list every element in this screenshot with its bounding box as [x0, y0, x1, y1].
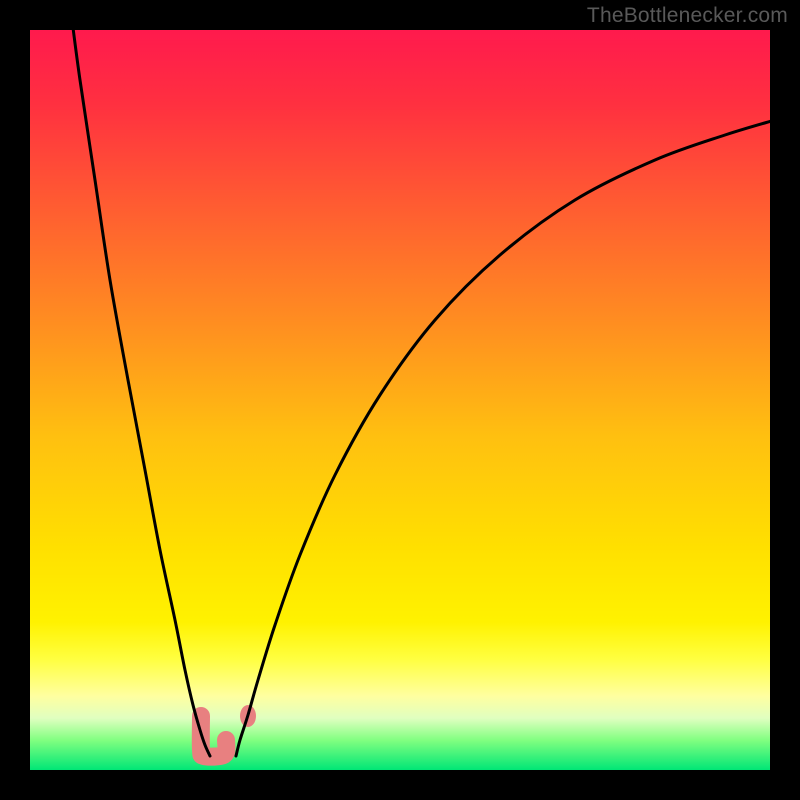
watermark-text: TheBottlenecker.com: [587, 4, 788, 28]
chart-gradient-background: [30, 30, 770, 770]
bottleneck-chart: [0, 0, 800, 800]
